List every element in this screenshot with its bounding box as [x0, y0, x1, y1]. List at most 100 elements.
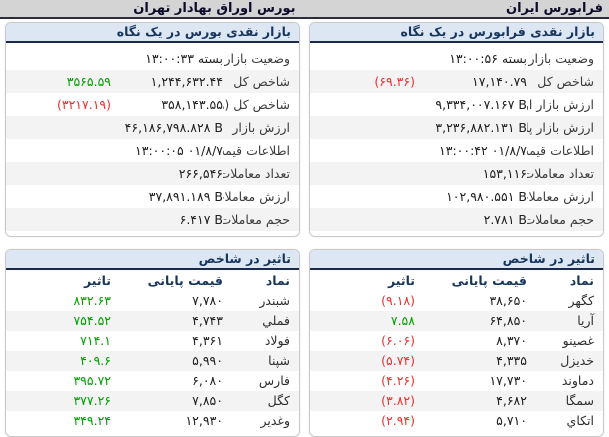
- glance-row-total-index: (۶۹.۳۶) ۱۷,۱۴۰.۷۹ شاخص کل: [310, 70, 603, 93]
- closing-price: ۱۷,۷۳۰: [415, 371, 527, 391]
- row-label: تعداد معاملات: [527, 162, 594, 185]
- col-header-price: قیمت پایانی: [111, 270, 223, 291]
- bourse-glance-rows: بسته ۱۳:۰۰:۳۳ وضعیت بازار ۳۵۶۵.۵۹ ۱,۲۴۴,…: [6, 43, 299, 236]
- symbol-name: اتکاي: [527, 411, 594, 431]
- bourse-column: بازار نقدی بورس در یک نگاه بسته ۱۳:۰۰:۳۳…: [5, 22, 300, 437]
- closing-price: ۴,۷۴۳: [111, 311, 223, 331]
- row-value: ۳۷,۸۹۱.۱۸۹ B: [111, 185, 223, 208]
- symbol-name: شبندر: [223, 291, 290, 311]
- row-value: ۱۵۳,۱۱۶: [415, 162, 527, 185]
- row-value: ۱۰۲,۹۸۰.۵۵۱ B: [415, 185, 527, 208]
- row-value: ۴۶,۱۸۶,۷۹۸.۸۲۸ B: [111, 116, 223, 139]
- closing-price: ۶,۰۸۰: [111, 371, 223, 391]
- glance-row-price-info: ۱۳:۰۰:۰۵ ۰۱/۸/۷ اطلاعات قیمت: [6, 139, 299, 162]
- row-value: ۶.۴۱۷ B: [111, 208, 223, 231]
- glance-row-trade-value: ۳۷,۸۹۱.۱۸۹ B ارزش معاملات: [6, 185, 299, 208]
- table-row: ۷۵۴.۵۲ ۴,۷۴۳ فملي: [6, 311, 299, 331]
- impact-value: (۵.۷۴): [319, 351, 415, 371]
- bourse-impact-section-title: تاثیر در شاخص: [6, 250, 299, 270]
- col-header-impact: تاثیر: [319, 270, 415, 291]
- row-label: شاخص کل: [527, 70, 594, 93]
- row-label: شاخص کل: [223, 70, 290, 93]
- closing-price: ۷,۸۵۰: [111, 391, 223, 411]
- impact-value: (۹.۱۸): [319, 291, 415, 311]
- row-change: [15, 208, 111, 231]
- market-title-bourse: بورس اوراق بهادار تهران: [0, 0, 308, 17]
- row-change: ۳۵۶۵.۵۹: [15, 70, 111, 93]
- glance-row-market-value-first-second: ۹,۳۳۴,۰۰۷.۱۶۷ B ارزش بازار اول و دوم: [310, 93, 603, 116]
- row-change: [319, 208, 415, 231]
- row-change: [319, 116, 415, 139]
- row-label: وضعیت بازار: [527, 47, 594, 70]
- row-change: [319, 185, 415, 208]
- main-columns: بازار نقدی بورس در یک نگاه بسته ۱۳:۰۰:۳۳…: [0, 19, 609, 437]
- symbol-name: کگل: [223, 391, 290, 411]
- symbol-name: خدیزل: [527, 351, 594, 371]
- table-row: ۸۳۲.۶۳ ۷,۷۸۰ شبندر: [6, 291, 299, 311]
- symbol-name: سمگا: [527, 391, 594, 411]
- row-value: ۲۶۶,۵۴۶: [111, 162, 223, 185]
- closing-price: ۴,۳۶۱: [111, 331, 223, 351]
- row-label: تعداد معاملات: [223, 162, 290, 185]
- table-row: ۳۴۹.۲۴ ۱۲,۹۳۰ وغدیر: [6, 411, 299, 431]
- row-label: حجم معاملات: [527, 208, 594, 231]
- farabourse-column: بازار نقدی فرابورس در یک نگاه بسته ۱۳:۰۰…: [309, 22, 604, 437]
- impact-value: ۳۴۹.۲۴: [15, 411, 111, 431]
- farabourse-glance-rows: بسته ۱۳:۰۰:۵۶ وضعیت بازار (۶۹.۳۶) ۱۷,۱۴۰…: [310, 43, 603, 236]
- impact-value: ۳۹۵.۷۲: [15, 371, 111, 391]
- symbol-name: آریا: [527, 311, 594, 331]
- col-header-impact: تاثیر: [15, 270, 111, 291]
- farabourse-impact-section: تاثیر در شاخص تاثیر قیمت پایانی نماد (۹.…: [309, 249, 604, 437]
- impact-value: ۴۰۹.۶: [15, 351, 111, 371]
- row-value: ۱۳:۰۰:۴۲ ۰۱/۸/۷: [415, 139, 527, 162]
- closing-price: ۱۲,۹۳۰: [111, 411, 223, 431]
- col-header-symbol: نماد: [223, 270, 290, 291]
- row-change: [319, 139, 415, 162]
- row-change: [319, 93, 415, 116]
- symbol-name: شپنا: [223, 351, 290, 371]
- symbol-name: وغدیر: [223, 411, 290, 431]
- impact-value: (۶.۰۶): [319, 331, 415, 351]
- closing-price: ۶۴,۸۵۰: [415, 311, 527, 331]
- row-label: ارزش بازار: [223, 116, 290, 139]
- row-change: [15, 47, 111, 70]
- impact-table-header-row: تاثیر قیمت پایانی نماد: [310, 270, 603, 291]
- market-title-farabourse: فرابورس ایران: [308, 0, 609, 17]
- row-value: ۱,۲۴۴,۶۳۲.۴۴: [111, 70, 223, 93]
- row-value: ۳۵۸,۱۴۳.۵۵: [111, 93, 223, 116]
- farabourse-impact-section-title: تاثیر در شاخص: [310, 250, 603, 270]
- symbol-name: فولاد: [223, 331, 290, 351]
- glance-row-base-market-value: ۳,۲۳۶,۸۸۲.۱۳۱ B ارزش بازار پایه: [310, 116, 603, 139]
- bourse-impact-table-body: ۸۳۲.۶۳ ۷,۷۸۰ شبندر ۷۵۴.۵۲ ۴,۷۴۳ فملي ۷۱۴…: [6, 291, 299, 436]
- row-value: ۳,۲۳۶,۸۸۲.۱۳۱ B: [415, 116, 527, 139]
- row-change: [15, 116, 111, 139]
- row-value: بسته ۱۳:۰۰:۵۶: [415, 47, 527, 70]
- glance-row-trade-count: ۲۶۶,۵۴۶ تعداد معاملات: [6, 162, 299, 185]
- impact-value: ۷۱۴.۱: [15, 331, 111, 351]
- bourse-impact-card: تاثیر در شاخص تاثیر قیمت پایانی نماد ۸۳۲…: [5, 249, 300, 437]
- farabourse-impact-card: تاثیر در شاخص تاثیر قیمت پایانی نماد (۹.…: [309, 249, 604, 437]
- row-value: ۹,۳۳۴,۰۰۷.۱۶۷ B: [415, 93, 527, 116]
- row-label: ارزش معاملات: [527, 185, 594, 208]
- glance-row-equal-weight-index: (۳۲۱۷.۱۹) ۳۵۸,۱۴۳.۵۵ شاخص کل (هم وزن): [6, 93, 299, 116]
- table-row: (۶.۰۶) ۸,۳۷۰ غصینو: [310, 331, 603, 351]
- table-row: (۹.۱۸) ۳۸,۶۵۰ کگهر: [310, 291, 603, 311]
- farabourse-impact-table-body: (۹.۱۸) ۳۸,۶۵۰ کگهر ۷.۵۸ ۶۴,۸۵۰ آریا (۶.۰…: [310, 291, 603, 436]
- row-label: ارزش بازار پایه: [527, 116, 594, 139]
- row-label: ارزش بازار اول و دوم: [527, 93, 594, 116]
- impact-value: (۳.۸۲): [319, 391, 415, 411]
- top-header-bar: بورس اوراق بهادار تهران فرابورس ایران: [0, 0, 609, 19]
- row-label: ارزش معاملات: [223, 185, 290, 208]
- glance-row-market-status: بسته ۱۳:۰۰:۳۳ وضعیت بازار: [6, 47, 299, 70]
- row-label: شاخص کل (هم وزن): [223, 93, 290, 116]
- row-label: اطلاعات قیمت: [527, 139, 594, 162]
- table-row: ۷۱۴.۱ ۴,۳۶۱ فولاد: [6, 331, 299, 351]
- row-value: بسته ۱۳:۰۰:۳۳: [111, 47, 223, 70]
- table-row: ۳۷۷.۲۶ ۷,۸۵۰ کگل: [6, 391, 299, 411]
- row-label: حجم معاملات: [223, 208, 290, 231]
- glance-row-trade-volume: ۶.۴۱۷ B حجم معاملات: [6, 208, 299, 231]
- closing-price: ۴,۶۸۲: [415, 391, 527, 411]
- row-value: ۲.۷۸۱ B: [415, 208, 527, 231]
- symbol-name: دماوند: [527, 371, 594, 391]
- col-header-price: قیمت پایانی: [415, 270, 527, 291]
